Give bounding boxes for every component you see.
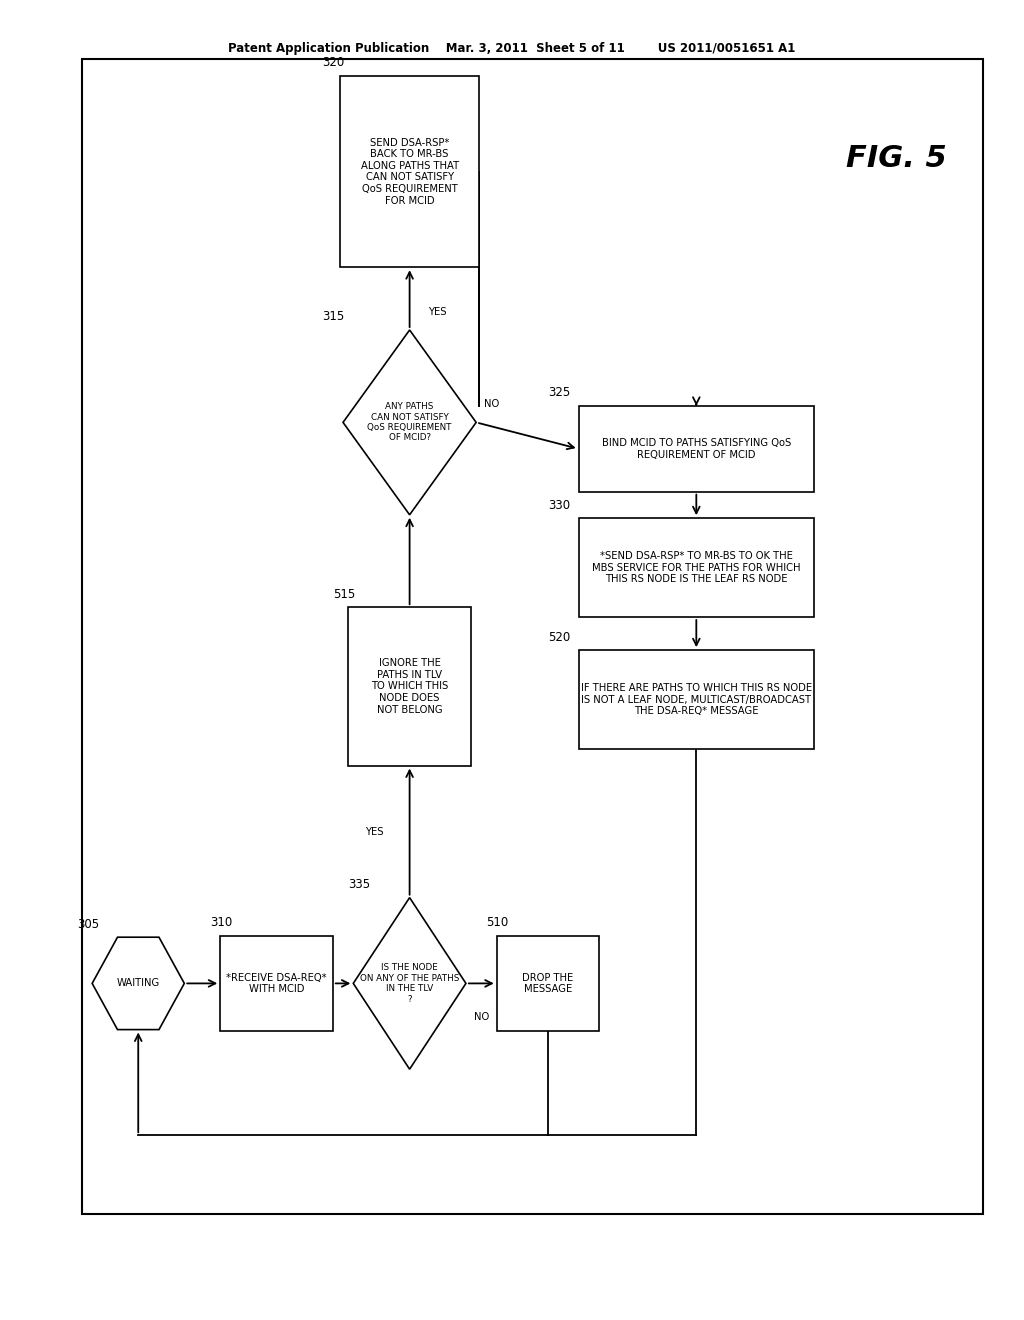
Text: NO: NO — [474, 1012, 488, 1023]
Text: SEND DSA-RSP*
BACK TO MR-BS
ALONG PATHS THAT
CAN NOT SATISFY
QoS REQUIREMENT
FOR: SEND DSA-RSP* BACK TO MR-BS ALONG PATHS … — [360, 137, 459, 206]
Text: WAITING: WAITING — [117, 978, 160, 989]
Text: YES: YES — [366, 826, 384, 837]
FancyBboxPatch shape — [497, 936, 599, 1031]
Text: 325: 325 — [548, 387, 570, 399]
Text: NO: NO — [484, 399, 500, 409]
Text: 520: 520 — [548, 631, 570, 644]
Polygon shape — [343, 330, 476, 515]
Polygon shape — [92, 937, 184, 1030]
FancyBboxPatch shape — [220, 936, 333, 1031]
Text: 510: 510 — [486, 916, 509, 929]
Text: *SEND DSA-RSP* TO MR-BS TO OK THE
MBS SERVICE FOR THE PATHS FOR WHICH
THIS RS NO: *SEND DSA-RSP* TO MR-BS TO OK THE MBS SE… — [592, 550, 801, 585]
FancyBboxPatch shape — [348, 607, 471, 766]
Text: ANY PATHS
CAN NOT SATISFY
QoS REQUIREMENT
OF MCID?: ANY PATHS CAN NOT SATISFY QoS REQUIREMEN… — [368, 403, 452, 442]
FancyBboxPatch shape — [82, 59, 983, 1214]
Text: Patent Application Publication    Mar. 3, 2011  Sheet 5 of 11        US 2011/005: Patent Application Publication Mar. 3, 2… — [228, 42, 796, 55]
Text: 305: 305 — [77, 917, 99, 931]
Text: 515: 515 — [333, 587, 355, 601]
Text: 330: 330 — [548, 499, 570, 512]
FancyBboxPatch shape — [579, 519, 814, 618]
FancyBboxPatch shape — [340, 77, 479, 267]
Text: 335: 335 — [348, 878, 371, 891]
Text: YES: YES — [428, 306, 446, 317]
Text: 310: 310 — [210, 916, 232, 929]
FancyBboxPatch shape — [579, 651, 814, 750]
Text: *RECEIVE DSA-REQ*
WITH MCID: *RECEIVE DSA-REQ* WITH MCID — [226, 973, 327, 994]
Text: IS THE NODE
ON ANY OF THE PATHS
IN THE TLV
?: IS THE NODE ON ANY OF THE PATHS IN THE T… — [359, 964, 460, 1003]
Text: BIND MCID TO PATHS SATISFYING QoS
REQUIREMENT OF MCID: BIND MCID TO PATHS SATISFYING QoS REQUIR… — [602, 438, 791, 459]
FancyBboxPatch shape — [579, 405, 814, 491]
Text: IGNORE THE
PATHS IN TLV
TO WHICH THIS
NODE DOES
NOT BELONG: IGNORE THE PATHS IN TLV TO WHICH THIS NO… — [371, 659, 449, 714]
Polygon shape — [353, 898, 466, 1069]
Text: IF THERE ARE PATHS TO WHICH THIS RS NODE
IS NOT A LEAF NODE, MULTICAST/BROADCAST: IF THERE ARE PATHS TO WHICH THIS RS NODE… — [581, 682, 812, 717]
Text: 315: 315 — [323, 310, 345, 323]
Text: FIG. 5: FIG. 5 — [846, 144, 946, 173]
Text: DROP THE
MESSAGE: DROP THE MESSAGE — [522, 973, 573, 994]
Text: 320: 320 — [323, 57, 345, 69]
